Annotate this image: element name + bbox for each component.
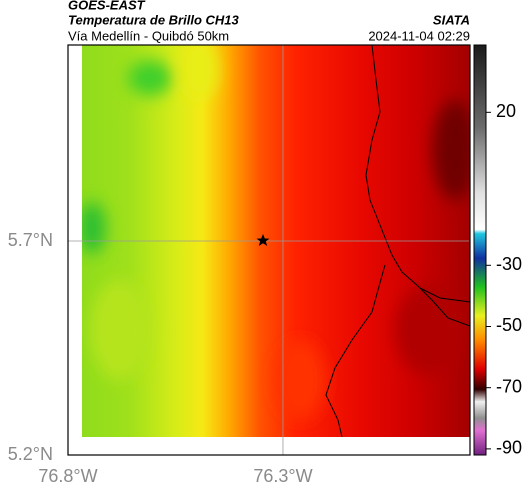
colorbar-tick-label: -50 xyxy=(496,315,522,335)
colorbar-tick-label: -90 xyxy=(496,438,522,458)
colorbar xyxy=(473,44,487,456)
coastline xyxy=(325,45,470,437)
temperature-field xyxy=(82,45,470,437)
title: Temperatura de Brillo CH13 xyxy=(68,12,240,27)
agency: SIATA xyxy=(433,12,470,27)
colorbar-tick-label: 20 xyxy=(496,101,516,121)
lon-tick-label: 76.8°W xyxy=(38,466,97,486)
colorbar-tick-label: -70 xyxy=(496,376,522,396)
colorbar-tick-label: -30 xyxy=(496,254,522,274)
location-marker xyxy=(256,234,270,246)
lat-tick-label: 5.2°N xyxy=(8,444,53,464)
lat-tick-label: 5.7°N xyxy=(8,230,53,250)
lon-tick-label: 76.3°W xyxy=(253,466,312,486)
source: GOES-EAST xyxy=(68,0,146,12)
timestamp: 2024-11-04 02:29 xyxy=(368,28,470,43)
subtitle: Vía Medellín - Quibdó 50km xyxy=(68,28,229,43)
map-frame xyxy=(67,44,471,456)
